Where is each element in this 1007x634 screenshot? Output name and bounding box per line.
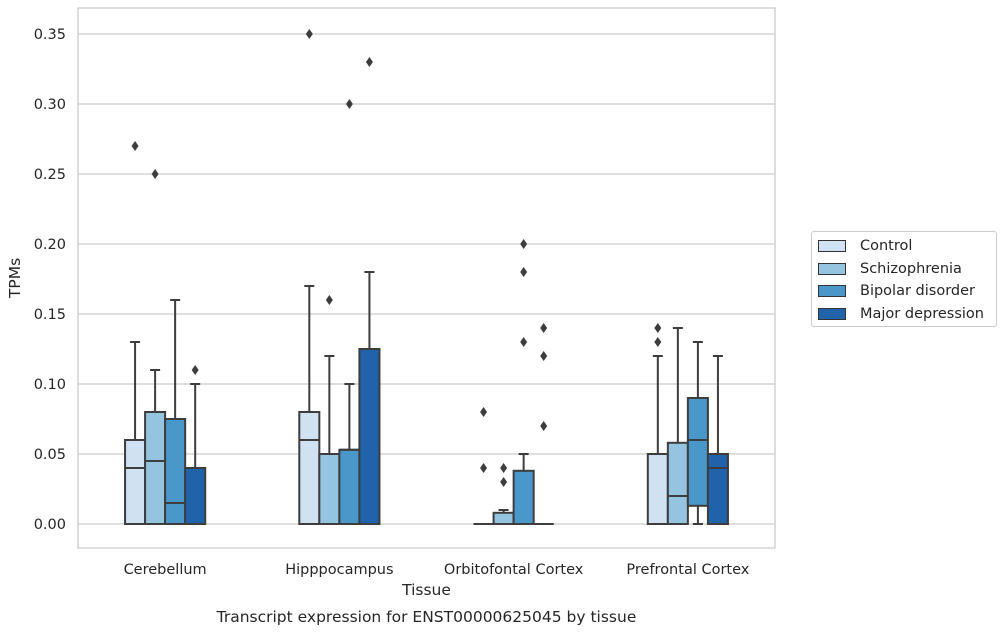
- legend-label: Control: [860, 238, 913, 254]
- outlier-point: [345, 99, 353, 109]
- outlier-point: [480, 463, 488, 473]
- box-control: [473, 407, 494, 525]
- legend-swatch: [818, 240, 846, 252]
- y-axis-label: TPMs: [6, 258, 24, 299]
- box-body: [512, 469, 535, 525]
- y-tick-label: 0.35: [34, 27, 66, 43]
- box-bipolar-disorder: [512, 239, 535, 525]
- box-major-depression: [358, 57, 381, 525]
- box-body: [184, 467, 207, 525]
- box-body: [706, 453, 729, 525]
- box-body: [338, 448, 361, 525]
- outlier-point: [540, 323, 548, 333]
- legend: Control Schizophrenia Bipolar disorder Majo…: [811, 231, 997, 327]
- y-tick-label: 0.25: [34, 167, 66, 183]
- outlier-point: [131, 141, 139, 151]
- box-body: [298, 411, 321, 525]
- legend-item: Major depression: [818, 304, 984, 324]
- y-tick-label: 0.00: [34, 517, 66, 533]
- box-body: [144, 411, 167, 525]
- box-plots: [124, 29, 729, 525]
- y-tick-label: 0.15: [34, 307, 66, 323]
- box-major-depression: [184, 365, 207, 525]
- x-tick-label: Cerebellum: [124, 562, 207, 578]
- legend-label: Bipolar disorder: [860, 283, 975, 299]
- outlier-point: [500, 477, 508, 487]
- legend-swatch: [818, 262, 846, 275]
- y-tick-label: 0.20: [34, 237, 66, 253]
- box-major-depression: [706, 355, 729, 525]
- x-tick-label: Hipppocampus: [285, 562, 393, 578]
- outlier-point: [520, 267, 528, 277]
- x-tick-labels: Cerebellum Hipppocampus Orbitofontal Corte…: [124, 562, 750, 578]
- y-tick-label: 0.05: [34, 447, 66, 463]
- legend-swatch: [818, 285, 846, 297]
- chart-caption: Transcript expression for ENST0000062504…: [216, 608, 637, 626]
- box-body: [492, 511, 515, 525]
- outlier-point: [151, 169, 159, 179]
- box-control: [124, 141, 147, 525]
- legend-label: Major depression: [860, 305, 984, 322]
- outlier-point: [480, 407, 488, 417]
- outlier-point: [654, 323, 662, 333]
- outlier-point: [305, 29, 313, 39]
- box-schizophrenia: [666, 327, 689, 525]
- legend-item: Schizophrenia: [818, 259, 962, 279]
- outlier-point: [325, 295, 333, 305]
- box-control: [646, 323, 669, 525]
- y-tick-label: 0.10: [34, 377, 66, 393]
- y-tick-label: 0.30: [34, 97, 66, 113]
- box-body: [164, 418, 187, 525]
- outlier-point: [520, 337, 528, 347]
- box-bipolar-disorder: [338, 99, 361, 525]
- box-major-depression: [533, 323, 554, 525]
- legend-label: Schizophrenia: [860, 260, 962, 277]
- box-schizophrenia: [144, 169, 167, 525]
- outlier-point: [191, 365, 199, 375]
- y-tick-labels: 0.00 0.05 0.10 0.15 0.20 0.25 0.30 0.35: [34, 27, 66, 533]
- x-tick-label: Orbitofontal Cortex: [444, 562, 584, 578]
- outlier-point: [500, 463, 508, 473]
- outlier-point: [365, 57, 373, 67]
- box-body: [646, 453, 669, 525]
- legend-item: Bipolar disorder: [818, 281, 975, 301]
- outlier-point: [540, 351, 548, 361]
- legend-swatch: [818, 307, 846, 320]
- box-body: [666, 441, 689, 525]
- box-body: [686, 397, 709, 507]
- legend-item: Control: [818, 236, 912, 256]
- outlier-point: [654, 337, 662, 347]
- x-tick-label: Prefrontal Cortex: [626, 562, 749, 578]
- outlier-point: [520, 239, 528, 249]
- x-axis-label: Tissue: [401, 581, 451, 599]
- box-bipolar-disorder: [686, 341, 709, 525]
- box-body: [124, 439, 147, 525]
- box-schizophrenia: [318, 295, 341, 525]
- box-body: [358, 348, 381, 525]
- box-body: [318, 453, 341, 525]
- box-control: [298, 29, 321, 525]
- outlier-point: [540, 421, 548, 431]
